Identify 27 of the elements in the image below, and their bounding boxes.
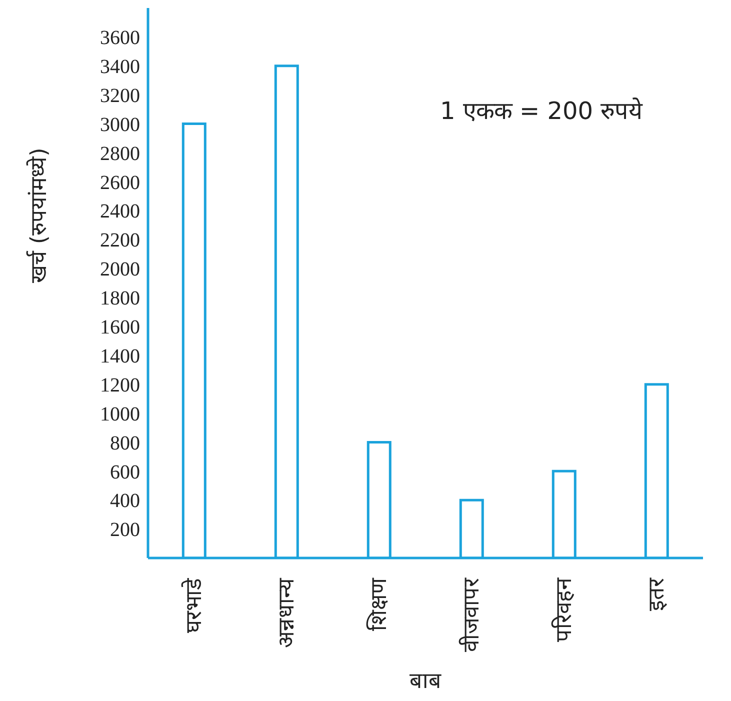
y-tick-label: 2600 (100, 172, 140, 194)
y-tick-label: 2000 (100, 258, 140, 281)
y-tick-label: 1800 (100, 288, 140, 310)
y-tick-label: 3400 (100, 56, 140, 78)
y-tick-label: 400 (110, 490, 140, 512)
y-tick-label: 3000 (100, 114, 140, 136)
x-tick-label: परिवहन (550, 577, 577, 642)
annotation: 1 एकक = 200 रुपये (440, 96, 643, 126)
x-tick-label: घरभाडे (180, 578, 207, 633)
y-tick-label: 2800 (100, 142, 140, 165)
x-axis-title: बाब (410, 669, 442, 694)
y-tick-label: 1000 (100, 403, 140, 426)
y-tick-label: 800 (110, 432, 140, 454)
y-tick-label: 1400 (100, 345, 140, 368)
x-tick-label: वीजवापर (458, 577, 484, 652)
y-tick-label: 600 (110, 461, 140, 484)
y-tick-label: 1200 (100, 374, 140, 396)
x-tick-label: इतर (644, 577, 670, 611)
y-tick-label: 200 (110, 519, 140, 542)
y-tick-label: 3600 (100, 27, 140, 50)
y-tick-label: 2200 (100, 230, 140, 252)
y-tick-label: 1600 (100, 316, 140, 339)
y-tick-label: 3200 (100, 84, 140, 107)
x-tick-label: अन्नधान्य (274, 577, 300, 648)
y-axis-title: खर्च (रुपयांमध्ये) (26, 148, 52, 283)
x-tick-label: शिक्षण (366, 577, 392, 631)
y-tick-label: 2400 (100, 200, 140, 223)
